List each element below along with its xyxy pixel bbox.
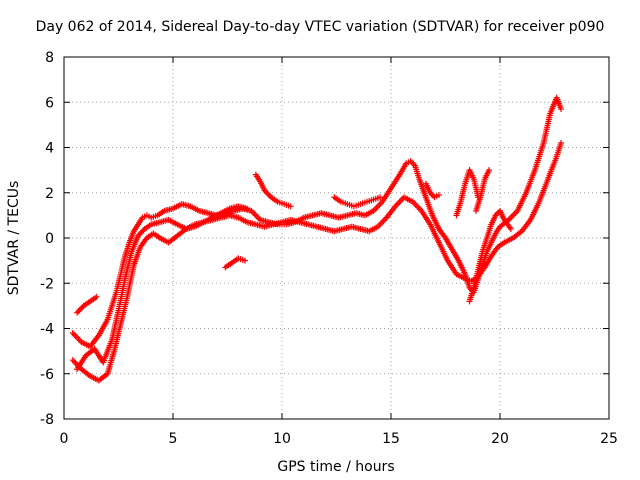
data-point (507, 225, 514, 232)
x-tick-labels: 0 5 10 15 20 25 (60, 431, 618, 447)
data-point (139, 228, 146, 235)
data-point (244, 205, 251, 212)
data-point (264, 190, 271, 197)
data-point (137, 230, 144, 237)
data-point (93, 293, 100, 300)
series-arc-5 (222, 255, 248, 271)
y-tick-labels: -8 -6 -4 -2 0 2 4 6 8 (40, 50, 54, 428)
series-arc-6 (252, 171, 294, 210)
data-point (435, 192, 442, 199)
y-axis-label: SDTVAR / TECUs (6, 181, 22, 296)
grid (64, 57, 609, 419)
y-tick-label: 6 (45, 95, 54, 111)
data-point (78, 305, 85, 312)
series-arc-4 (74, 293, 100, 316)
y-tick-label: 8 (45, 50, 54, 66)
chart-title: Day 062 of 2014, Sidereal Day-to-day VTE… (36, 19, 605, 35)
series-arc-3 (74, 203, 251, 373)
data-point (287, 203, 294, 210)
data-point (377, 194, 384, 201)
series-arc-10 (473, 167, 493, 214)
plot-area (69, 94, 565, 384)
data-point (136, 231, 143, 238)
data-point (76, 306, 83, 313)
series-arc-7 (331, 194, 384, 210)
x-tick-label: 0 (60, 431, 69, 447)
series-arc-8 (422, 180, 442, 201)
data-point (558, 106, 565, 113)
series-arc-2 (69, 139, 565, 384)
x-tick-label: 10 (273, 431, 291, 447)
data-point (262, 188, 269, 195)
data-point (75, 308, 82, 315)
x-tick-label: 25 (600, 431, 618, 447)
y-tick-label: 2 (45, 186, 54, 202)
plot-frame (63, 56, 610, 420)
x-tick-label: 5 (169, 431, 178, 447)
data-point (261, 187, 268, 194)
y-tick-label: -8 (40, 412, 54, 428)
y-tick-label: -2 (40, 276, 54, 292)
y-tick-label: 0 (45, 231, 54, 247)
data-point (241, 257, 248, 264)
series-arc-11 (466, 207, 514, 305)
data-point (486, 167, 493, 174)
y-tick-label: -4 (40, 322, 54, 338)
series-arc-9 (453, 167, 482, 219)
x-tick-label: 20 (491, 431, 509, 447)
y-tick-label: -6 (40, 367, 54, 383)
x-tick-label: 15 (382, 431, 400, 447)
data-point (74, 309, 81, 316)
data-point (135, 232, 142, 239)
x-axis-label: GPS time / hours (277, 459, 394, 475)
y-tick-label: 4 (45, 141, 54, 157)
data-point (558, 139, 565, 146)
data-point (265, 191, 272, 198)
